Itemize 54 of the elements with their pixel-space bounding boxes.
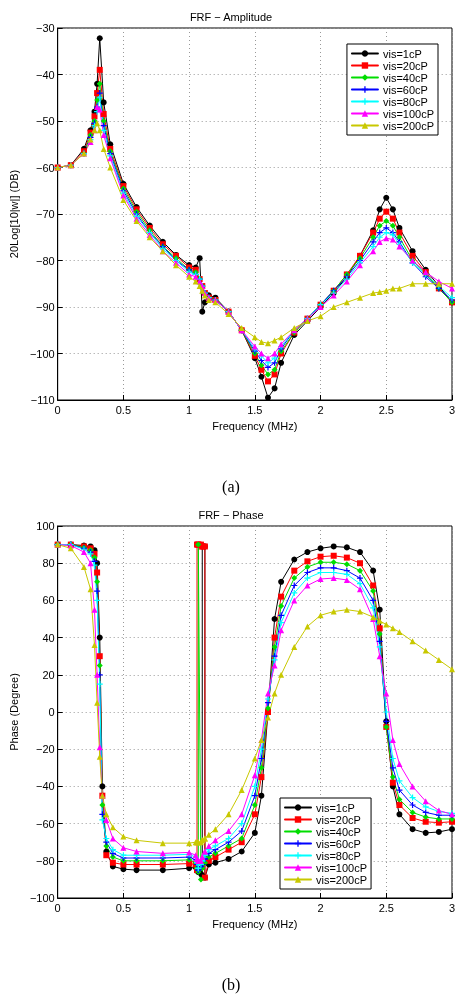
y-tick-label: −60: [36, 817, 55, 830]
legend-label: vis=20cP: [316, 813, 361, 826]
y-tick-label: −40: [36, 780, 55, 793]
legend-label: vis=20cP: [382, 59, 428, 72]
x-tick-label: 2: [317, 901, 324, 914]
legend-label: vis=60cP: [382, 83, 428, 96]
y-tick-label: 100: [36, 520, 55, 532]
y-tick-label: 0: [48, 706, 55, 718]
x-tick-label: 3: [448, 901, 456, 914]
y-tick-label: 60: [42, 594, 55, 607]
legend-label: vis=200cP: [382, 119, 434, 132]
y-tick-label: 80: [42, 557, 55, 570]
y-axis-title: 20Log[10|w|] (DB): [7, 169, 20, 259]
x-tick-label: 2: [317, 403, 324, 416]
legend-label: vis=40cP: [316, 825, 361, 838]
y-tick-label: −40: [36, 68, 55, 81]
legend-label: vis=1cP: [316, 801, 355, 814]
x-tick-label: 1.5: [247, 403, 263, 416]
text: (a): [222, 477, 240, 496]
y-tick-label: −110: [30, 394, 55, 406]
x-tick-label: 2.5: [378, 901, 394, 914]
y-tick-label: −90: [36, 301, 55, 313]
x-tick-label: 2.5: [378, 403, 394, 416]
x-axis-title: Frequency (MHz): [212, 917, 298, 930]
legend-label: vis=200cP: [316, 873, 368, 886]
text: (b): [221, 975, 241, 994]
x-tick-label: 1: [186, 901, 193, 914]
legend-label: vis=40cP: [382, 71, 428, 84]
chart-title: FRF − Phase: [198, 508, 264, 521]
y-tick-label: −70: [36, 208, 55, 220]
x-tick-label: 0.5: [115, 901, 132, 914]
y-tick-label: −100: [29, 892, 55, 904]
y-tick-label: −80: [36, 854, 55, 867]
y-tick-label: −100: [29, 347, 55, 360]
legend-label: vis=80cP: [382, 95, 428, 108]
x-axis-title: Frequency (MHz): [212, 419, 298, 432]
y-tick-label: 40: [42, 631, 55, 644]
legend-label: vis=1cP: [382, 47, 422, 60]
x-tick-label: 3: [448, 403, 456, 416]
y-tick-label: −80: [36, 254, 55, 267]
legend-label: vis=100cP: [382, 107, 434, 120]
y-tick-label: 20: [42, 668, 55, 681]
x-tick-label: 1: [186, 403, 193, 416]
y-tick-label: −50: [36, 115, 55, 127]
y-tick-label: −60: [36, 161, 55, 174]
x-tick-label: 1.5: [247, 901, 263, 914]
y-tick-label: −20: [36, 743, 55, 756]
chart-title: FRF − Amplitude: [189, 10, 273, 23]
legend-label: vis=100cP: [316, 861, 368, 874]
x-tick-label: 0.5: [115, 403, 132, 416]
y-axis-title: Phase (Degree): [7, 673, 20, 751]
legend-label: vis=60cP: [316, 837, 361, 850]
y-tick-label: −30: [36, 22, 55, 34]
legend-label: vis=80cP: [316, 849, 361, 862]
